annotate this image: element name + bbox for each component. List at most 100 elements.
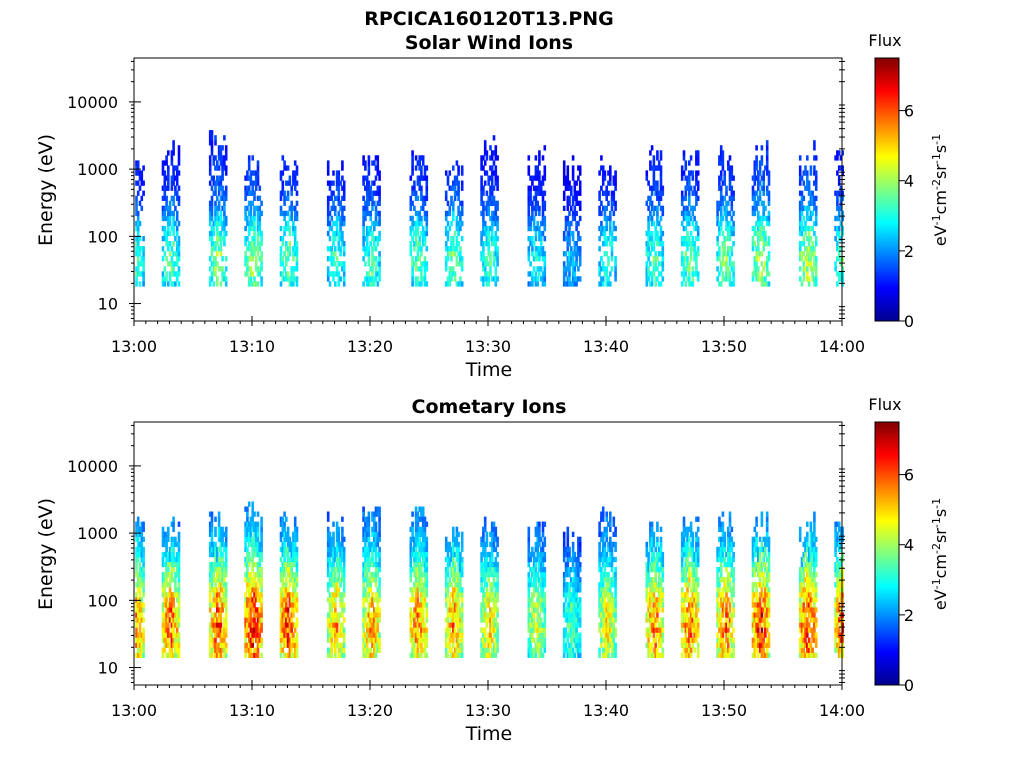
spectrogram-cell [177, 642, 181, 648]
spectrogram-cell [657, 165, 661, 171]
spectrogram-cell [335, 612, 339, 618]
spectrogram-cell [334, 567, 337, 573]
spectrogram-cell [418, 266, 421, 272]
spectrogram-cell [480, 582, 483, 588]
spectrogram-cell [487, 205, 490, 211]
spectrogram-cell [247, 632, 251, 638]
spectrogram-cell [281, 622, 285, 628]
spectrogram-cell [457, 195, 460, 201]
spectrogram-cell [494, 251, 498, 257]
spectrogram-cell [136, 230, 140, 237]
spectrogram-cell [374, 210, 378, 217]
spectrogram-cell [758, 165, 762, 171]
spectrogram-cell [371, 592, 374, 598]
spectrogram-cell [142, 556, 145, 563]
spectrogram-cell [527, 642, 531, 648]
spectrogram-cell [373, 647, 376, 653]
spectrogram-cell [721, 271, 725, 277]
spectrogram-cell [165, 200, 168, 206]
spectrogram-cell [657, 190, 661, 196]
spectrogram-cell [279, 521, 283, 527]
spectrogram-cell [217, 521, 221, 527]
spectrogram-cell [421, 511, 425, 517]
spectrogram-cell [532, 612, 536, 618]
spectrogram-cell [283, 612, 286, 618]
spectrogram-cell [337, 652, 341, 658]
spectrogram-cell [210, 612, 214, 618]
spectrogram-cell [809, 225, 813, 232]
spectrogram-cell [529, 271, 532, 277]
spectrogram-cell [219, 597, 223, 603]
spectrogram-cell [136, 546, 140, 553]
spectrogram-cell [727, 160, 730, 166]
spectrogram-cell [490, 225, 494, 232]
spectrogram-cell [409, 251, 413, 257]
spectrogram-cell [492, 561, 496, 568]
spectrogram-cell [330, 561, 334, 568]
spectrogram-cell [208, 602, 212, 608]
spectrogram-cell [425, 592, 429, 598]
spectrogram-cell [378, 536, 381, 542]
spectrogram-cell [420, 506, 423, 512]
spectrogram-cell [367, 561, 371, 568]
spectrogram-cell [414, 266, 418, 272]
spectrogram-cell [328, 236, 332, 242]
spectrogram-cell [450, 556, 453, 563]
spectrogram-cell [684, 215, 688, 222]
spectrogram-cell [536, 185, 539, 191]
spectrogram-cell [177, 281, 181, 287]
spectrogram-cell [689, 155, 693, 161]
spectrogram-cell [420, 587, 423, 593]
spectrogram-cell [753, 230, 757, 237]
spectrogram-cell [369, 577, 372, 583]
spectrogram-cell [165, 205, 168, 211]
spectrogram-cell [288, 556, 292, 563]
spectrogram-cell [836, 256, 839, 262]
spectrogram-cell [527, 602, 531, 608]
spectrogram-cell [600, 266, 603, 272]
spectrogram-cell [614, 205, 617, 211]
spectrogram-cell [684, 210, 688, 217]
spectrogram-cell [564, 251, 568, 257]
spectrogram-cell [295, 556, 299, 563]
spectrogram-cell [573, 210, 577, 217]
spectrogram-cell [543, 175, 547, 181]
spectrogram-cell [253, 647, 256, 653]
spectrogram-cell [279, 536, 283, 542]
spectrogram-cell [251, 556, 254, 563]
spectrogram-cell [837, 150, 841, 156]
spectrogram-cell [723, 180, 726, 186]
spectrogram-cell [659, 155, 663, 161]
spectrogram-cell [335, 592, 339, 598]
spectrogram-cell [836, 205, 839, 211]
spectrogram-cell [138, 622, 142, 628]
spectrogram-cell [494, 281, 498, 287]
spectrogram-cell [421, 647, 425, 653]
spectrogram-cell [455, 592, 459, 598]
spectrogram-cell [293, 577, 297, 583]
spectrogram-cell [165, 602, 168, 608]
spectrogram-cell [249, 281, 253, 287]
spectrogram-cell [339, 652, 342, 658]
spectrogram-cell [254, 541, 258, 548]
spectrogram-cell [216, 561, 219, 568]
spectrogram-cell [492, 150, 496, 156]
spectrogram-cell [177, 541, 181, 548]
spectrogram-cell [292, 230, 295, 237]
spectrogram-cell [566, 170, 570, 176]
spectrogram-cell [163, 160, 167, 166]
spectrogram-cell [256, 241, 260, 247]
spectrogram-cell [217, 647, 221, 653]
spectrogram-cell [492, 572, 496, 578]
spectrogram-cell [680, 190, 684, 196]
spectrogram-cell [247, 160, 251, 166]
spectrogram-cell [764, 205, 767, 211]
spectrogram-cell [578, 261, 582, 267]
spectrogram-cell [718, 225, 721, 232]
spectrogram-cell [136, 642, 140, 648]
spectrogram-cell [762, 281, 765, 287]
spectrogram-cell [364, 546, 367, 553]
spectrogram-cell [480, 236, 483, 242]
spectrogram-cell [371, 597, 374, 603]
spectrogram-cell [219, 246, 223, 252]
